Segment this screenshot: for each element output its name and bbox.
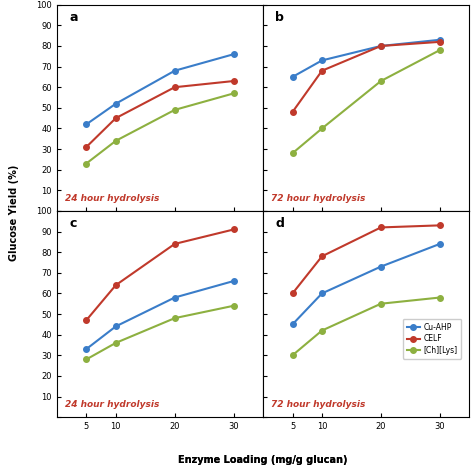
CELF	[319, 254, 325, 259]
CELF	[172, 84, 178, 90]
CELF	[290, 291, 295, 296]
Cu-AHP	[290, 74, 295, 80]
CELF	[437, 222, 443, 228]
Cu-AHP	[319, 291, 325, 296]
CELF	[319, 68, 325, 73]
[Ch][Lys]	[290, 353, 295, 358]
[Ch][Lys]	[231, 303, 237, 309]
[Ch][Lys]	[437, 295, 443, 301]
[Ch][Lys]	[83, 161, 89, 166]
Cu-AHP	[113, 101, 118, 107]
Text: 24 hour hydrolysis: 24 hour hydrolysis	[65, 400, 160, 409]
[Ch][Lys]	[83, 356, 89, 362]
Cu-AHP	[83, 346, 89, 352]
[Ch][Lys]	[319, 328, 325, 333]
[Ch][Lys]	[231, 91, 237, 96]
[Ch][Lys]	[378, 301, 384, 307]
CELF	[378, 43, 384, 49]
Text: b: b	[275, 11, 284, 24]
Cu-AHP	[437, 241, 443, 247]
Cu-AHP	[290, 321, 295, 327]
Line: CELF: CELF	[290, 223, 443, 296]
Line: [Ch][Lys]: [Ch][Lys]	[83, 303, 237, 362]
Text: 24 hour hydrolysis: 24 hour hydrolysis	[65, 194, 160, 203]
Cu-AHP	[83, 121, 89, 127]
Line: Cu-AHP: Cu-AHP	[83, 52, 237, 127]
[Ch][Lys]	[378, 78, 384, 84]
Text: Enzyme Loading (mg/g glucan): Enzyme Loading (mg/g glucan)	[178, 455, 348, 465]
Text: Enzyme Loading (mg/g glucan): Enzyme Loading (mg/g glucan)	[178, 455, 348, 465]
Line: Cu-AHP: Cu-AHP	[83, 278, 237, 352]
Line: CELF: CELF	[83, 227, 237, 323]
[Ch][Lys]	[319, 126, 325, 131]
Line: [Ch][Lys]: [Ch][Lys]	[290, 295, 443, 358]
Cu-AHP	[319, 57, 325, 63]
Text: d: d	[275, 217, 284, 230]
Text: a: a	[69, 11, 78, 24]
Text: 72 hour hydrolysis: 72 hour hydrolysis	[271, 400, 366, 409]
Cu-AHP	[437, 37, 443, 43]
[Ch][Lys]	[113, 340, 118, 346]
Text: Glucose Yield (%): Glucose Yield (%)	[9, 165, 19, 262]
CELF	[378, 225, 384, 230]
CELF	[231, 227, 237, 232]
CELF	[83, 318, 89, 323]
CELF	[290, 109, 295, 115]
[Ch][Lys]	[172, 315, 178, 321]
CELF	[437, 39, 443, 45]
CELF	[83, 144, 89, 150]
Line: CELF: CELF	[290, 39, 443, 115]
[Ch][Lys]	[172, 107, 178, 113]
Line: [Ch][Lys]: [Ch][Lys]	[290, 47, 443, 156]
Cu-AHP	[172, 295, 178, 301]
Text: 72 hour hydrolysis: 72 hour hydrolysis	[271, 194, 366, 203]
Cu-AHP	[231, 51, 237, 57]
CELF	[113, 115, 118, 121]
Legend: Cu-AHP, CELF, [Ch][Lys]: Cu-AHP, CELF, [Ch][Lys]	[403, 319, 461, 359]
Line: CELF: CELF	[83, 78, 237, 150]
Cu-AHP	[378, 264, 384, 269]
Line: Cu-AHP: Cu-AHP	[290, 241, 443, 327]
Cu-AHP	[113, 324, 118, 329]
Line: [Ch][Lys]: [Ch][Lys]	[83, 91, 237, 166]
Line: Cu-AHP: Cu-AHP	[290, 37, 443, 80]
CELF	[231, 78, 237, 84]
CELF	[172, 241, 178, 247]
Cu-AHP	[172, 68, 178, 73]
[Ch][Lys]	[290, 150, 295, 156]
[Ch][Lys]	[437, 47, 443, 53]
Text: c: c	[69, 217, 77, 230]
[Ch][Lys]	[113, 138, 118, 144]
Cu-AHP	[378, 43, 384, 49]
Cu-AHP	[231, 278, 237, 284]
CELF	[113, 283, 118, 288]
